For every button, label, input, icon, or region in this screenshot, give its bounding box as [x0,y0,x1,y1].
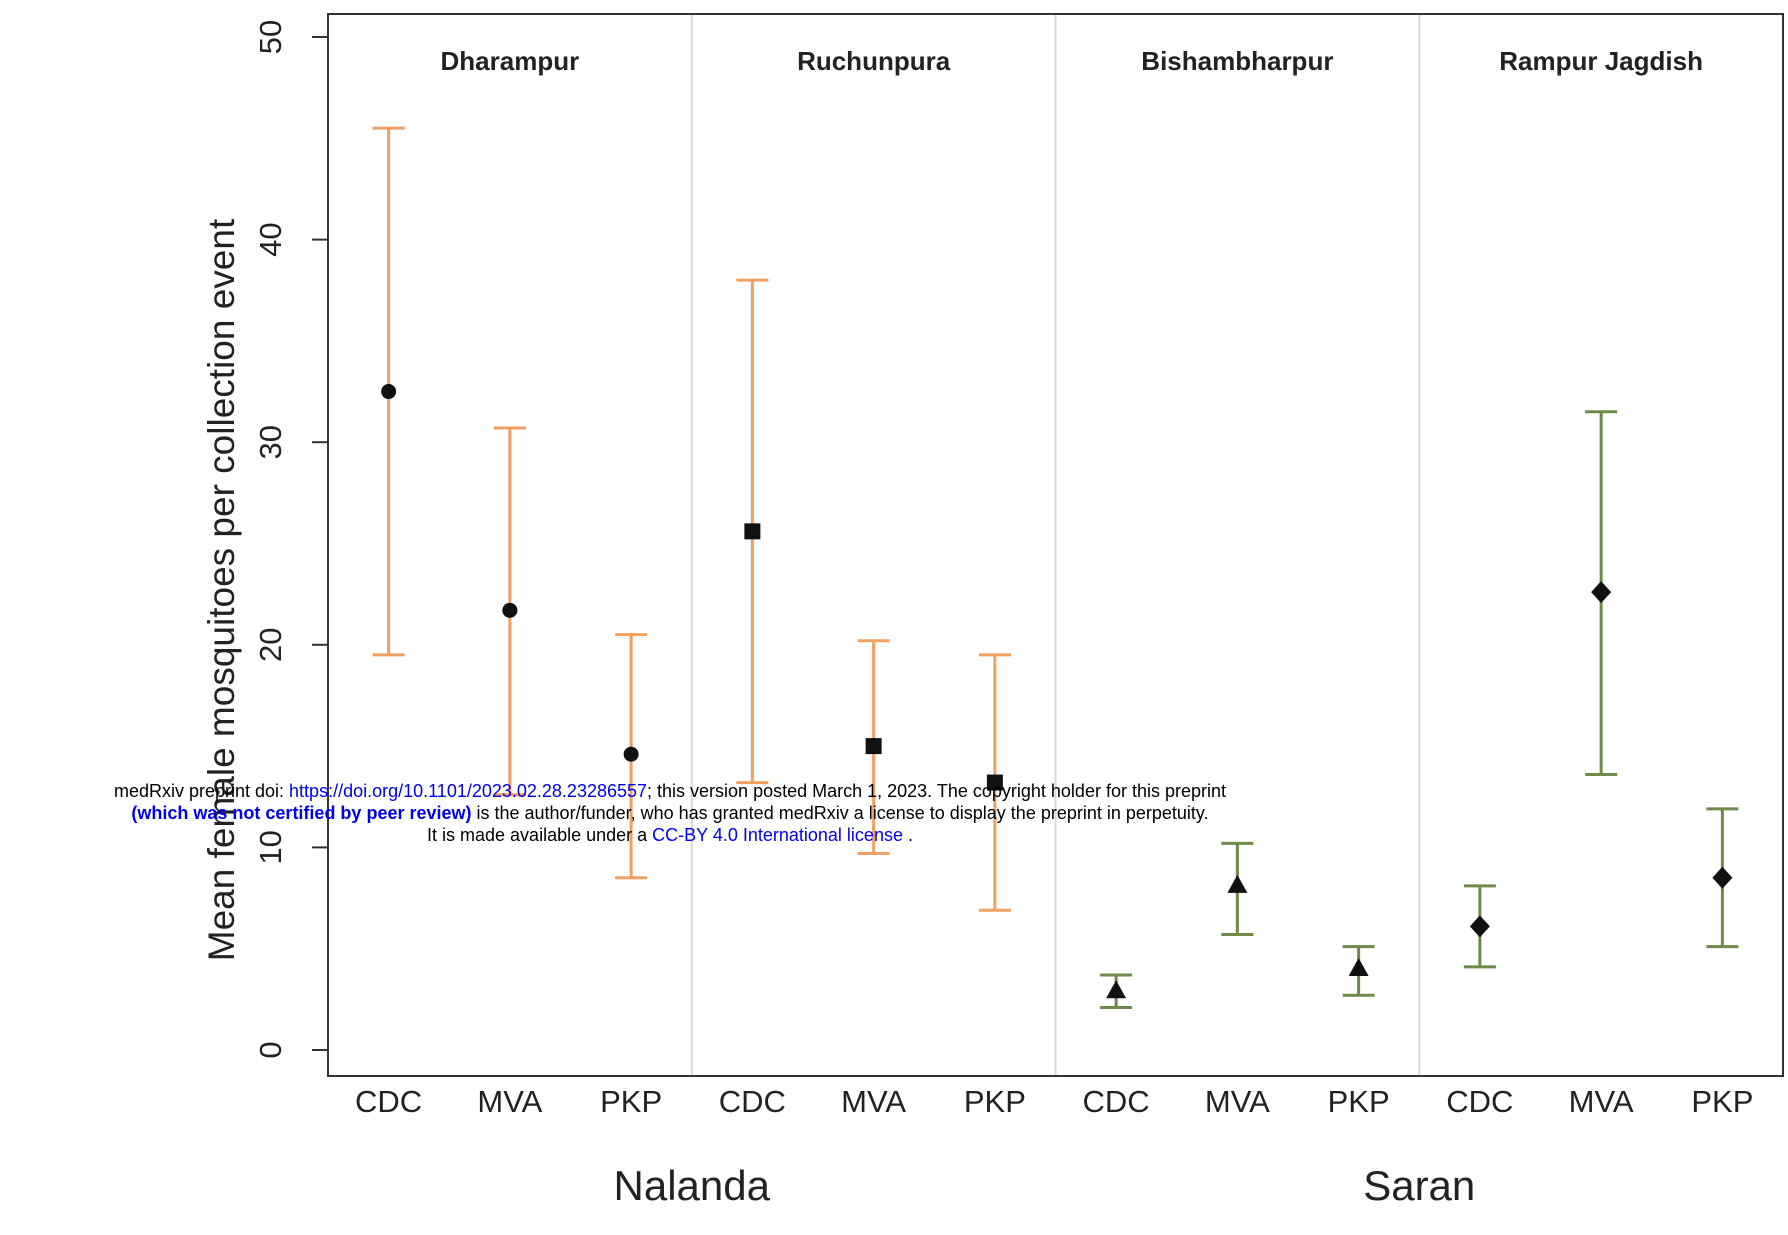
mean-marker-circle [502,602,518,618]
x-tick-label: CDC [1446,1084,1513,1119]
village-panel-title: Dharampur [441,46,580,76]
license-prefix: It is made available under a [427,825,653,845]
x-tick-label: PKP [600,1084,662,1119]
license-link[interactable]: CC-BY 4.0 International license [652,825,903,845]
notice-suffix: ; this version posted March 1, 2023. The… [647,781,1227,801]
x-tick-label: CDC [1083,1084,1150,1119]
mean-marker-square [986,774,1003,791]
mean-marker-square [865,738,882,755]
village-panel-title: Ruchunpura [797,46,951,76]
license-suffix: . [902,825,913,845]
mean-marker-circle [381,384,397,400]
district-label: Nalanda [614,1162,771,1209]
preprint-notice-line-3: It is made available under a CC-BY 4.0 I… [0,824,1340,846]
y-tick-label: 30 [253,425,288,459]
village-panel-title: Bishambharpur [1141,46,1333,76]
x-tick-label: PKP [1691,1084,1753,1119]
x-tick-label: CDC [355,1084,422,1119]
x-tick-label: PKP [1328,1084,1390,1119]
mean-marker-diamond [1712,866,1733,889]
mean-marker-diamond [1591,581,1612,604]
mean-marker-circle [623,746,639,762]
y-tick-label: 20 [253,628,288,662]
x-tick-label: PKP [964,1084,1026,1119]
district-label: Saran [1363,1162,1475,1209]
mean-marker-diamond [1469,915,1490,938]
doi-link[interactable]: https://doi.org/10.1101/2023.02.28.23286… [289,781,648,801]
y-tick-label: 40 [253,222,288,256]
y-tick-label: 10 [253,830,288,864]
mean-marker-triangle [1348,957,1369,976]
x-tick-label: MVA [477,1084,542,1119]
x-tick-label: MVA [841,1084,906,1119]
preprint-notice-line-1: medRxiv preprint doi: https://doi.org/10… [0,780,1340,802]
x-tick-label: MVA [1205,1084,1270,1119]
preprint-notice-line-2: (which was not certified by peer review)… [0,802,1340,824]
x-tick-label: CDC [719,1084,786,1119]
y-axis-label: Mean female mosquitoes per collection ev… [201,218,242,961]
y-tick-label: 0 [253,1041,288,1058]
mean-marker-triangle [1227,874,1248,893]
mean-marker-square [744,523,761,540]
plot-frame [327,13,1784,1077]
mean-marker-triangle [1106,980,1127,999]
y-tick-label: 50 [253,20,288,54]
peer-review-note: (which was not certified by peer review) [131,803,472,823]
license-holder-note: is the author/funder, who has granted me… [471,803,1209,823]
notice-prefix: medRxiv preprint doi: [113,781,290,801]
x-tick-label: MVA [1569,1084,1634,1119]
village-panel-title: Rampur Jagdish [1499,46,1703,76]
